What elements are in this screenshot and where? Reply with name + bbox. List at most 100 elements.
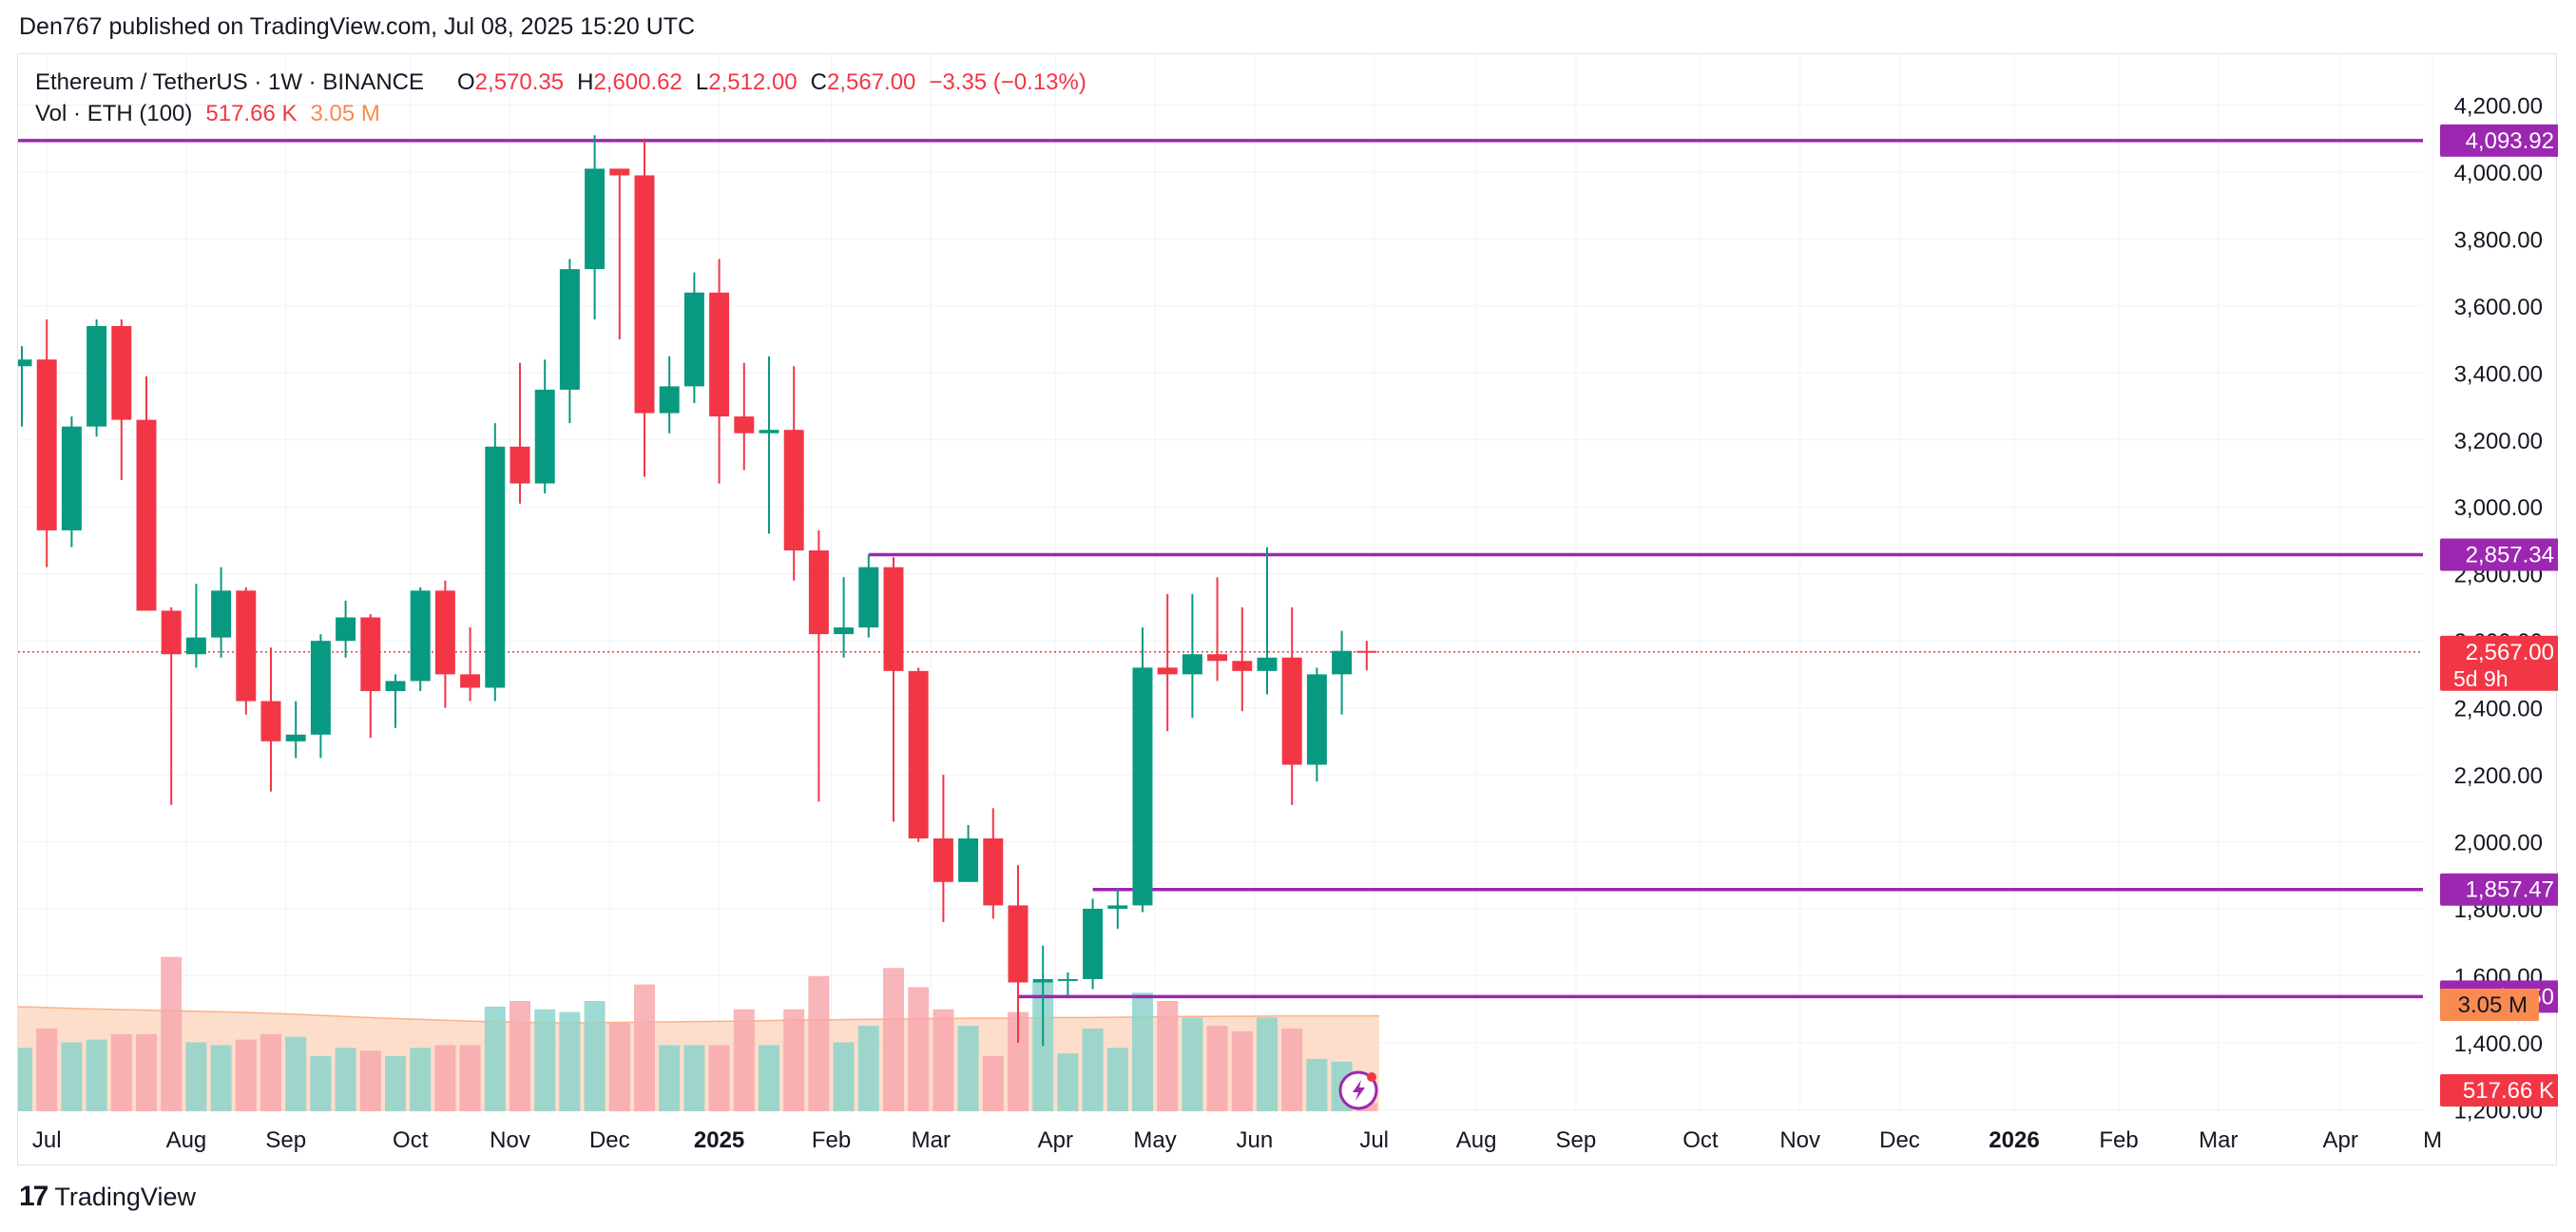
time-tick-label: 2025 [694, 1127, 744, 1153]
volume-bar [1182, 1017, 1203, 1111]
candle-body [883, 567, 904, 671]
candle-body [634, 175, 655, 414]
candle-body [434, 590, 455, 675]
volume-bar [1157, 1001, 1179, 1111]
time-tick-label: Dec [589, 1127, 630, 1153]
volume-bar [359, 1050, 381, 1111]
price-tick-label: 4,200.00 [2454, 94, 2543, 120]
candle-body [908, 670, 929, 838]
horizontal-levels [3, 139, 2423, 999]
price-tick-label: 3,800.00 [2454, 227, 2543, 253]
tradingview-logo-icon: 17 [19, 1181, 48, 1212]
volume-bar [135, 1033, 158, 1111]
volume-bar [285, 1036, 307, 1111]
candle-body [509, 446, 530, 484]
price-tick-label: 3,600.00 [2454, 295, 2543, 320]
volume-bar [459, 1045, 481, 1111]
volume-bar [683, 1045, 705, 1111]
candle-body [958, 837, 979, 882]
time-tick-label: Oct [393, 1127, 429, 1153]
candle-body [1157, 667, 1178, 675]
volume-bar [908, 987, 930, 1111]
legend-low: 2,512.00 [708, 69, 797, 95]
volume-bar [783, 1009, 805, 1111]
volume-bar [1131, 992, 1154, 1111]
legend-low-label: L [696, 69, 708, 95]
legend: Ethereum / TetherUS · 1W · BINANCE O2,57… [35, 69, 1086, 126]
time-tick-label: Sep [1556, 1127, 1597, 1153]
time-tick-label: M [2423, 1127, 2442, 1153]
legend-vol-label: Vol · ETH (100) [35, 101, 192, 126]
time-tick-label: Aug [166, 1127, 207, 1153]
volume-bar [86, 1039, 107, 1111]
candle-body [1132, 667, 1153, 906]
candle-body [87, 326, 107, 427]
price-tick-label: 2,200.00 [2454, 763, 2543, 789]
candle-body [1332, 650, 1353, 675]
price-tick-label: 3,200.00 [2454, 429, 2543, 454]
candle-body [759, 430, 779, 433]
level-badge-text: 1,857.47 [2466, 877, 2554, 903]
candle-body [1107, 905, 1128, 909]
volume-bar [310, 1056, 332, 1111]
candle-body [460, 674, 481, 688]
candle-body [1008, 905, 1028, 983]
legend-ohlc: O2,570.35 H2,600.62 L2,512.00 C2,567.00 −3.3… [457, 69, 1086, 95]
time-tick-label: Jul [1359, 1127, 1389, 1153]
volume-bar [1082, 1029, 1104, 1111]
volume-bar [1306, 1058, 1328, 1111]
legend-symbol[interactable]: Ethereum / TetherUS · 1W · BINANCE [35, 69, 424, 95]
candle-body [285, 734, 306, 741]
volume-bar [1256, 1017, 1278, 1111]
replay-icon[interactable] [1338, 1070, 1378, 1110]
time-tick-label: Nov [490, 1127, 530, 1153]
time-tick-label: May [1133, 1127, 1176, 1153]
time-tick-label: Nov [1779, 1127, 1820, 1153]
candle-body [709, 292, 730, 417]
volume-bar [559, 1011, 581, 1111]
volume-bar [61, 1042, 83, 1111]
candle-body [136, 419, 157, 611]
volume-bar [335, 1048, 356, 1111]
time-tick-label: Jun [1237, 1127, 1274, 1153]
legend-high-label: H [577, 69, 593, 95]
last-price-badge-bg [2440, 635, 2566, 691]
candle-body [111, 326, 132, 420]
time-tick-label: Feb [2099, 1127, 2138, 1153]
volume-bar [833, 1042, 855, 1111]
legend-high: 2,600.62 [593, 69, 682, 95]
chart-frame[interactable]: 1,000.001,200.001,400.001,600.001,800.00… [3, 27, 2566, 1191]
volume-bar [1007, 1011, 1029, 1111]
volume-bar [36, 1029, 58, 1111]
volume-bar [110, 1033, 132, 1111]
candle-body [534, 389, 555, 484]
volume-bar [1106, 1048, 1128, 1111]
vol-badge-bg [2440, 1074, 2566, 1107]
legend-vol-value: 517.66 K [205, 101, 297, 126]
candle-body [932, 837, 953, 882]
candle-body [185, 637, 206, 655]
time-tick-label: Aug [1456, 1127, 1497, 1153]
candle-body [1257, 657, 1278, 671]
candle-body [1207, 654, 1228, 662]
level-badge-bg [2440, 124, 2566, 157]
candle-body [983, 837, 1004, 906]
chart-canvas[interactable]: 1,000.001,200.001,400.001,600.001,800.00… [3, 27, 2566, 1191]
volume-bar [384, 1056, 407, 1111]
candle-body [1083, 908, 1104, 979]
candle-body [36, 359, 57, 530]
candle-body [336, 617, 356, 642]
level-badge-bg [2440, 538, 2566, 571]
volume-bar [534, 1009, 556, 1111]
legend-open: 2,570.35 [475, 69, 564, 95]
volume-bar [509, 1001, 531, 1111]
volume-bar [1032, 981, 1054, 1111]
volume-bar [659, 1045, 681, 1111]
volume-bar [808, 975, 830, 1111]
candle-body [808, 550, 829, 635]
price-tick-label: 4,000.00 [2454, 161, 2543, 186]
candle-body [11, 359, 32, 367]
volume-bar [1057, 1053, 1079, 1111]
tradingview-logo[interactable]: 17 TradingView [19, 1181, 196, 1213]
